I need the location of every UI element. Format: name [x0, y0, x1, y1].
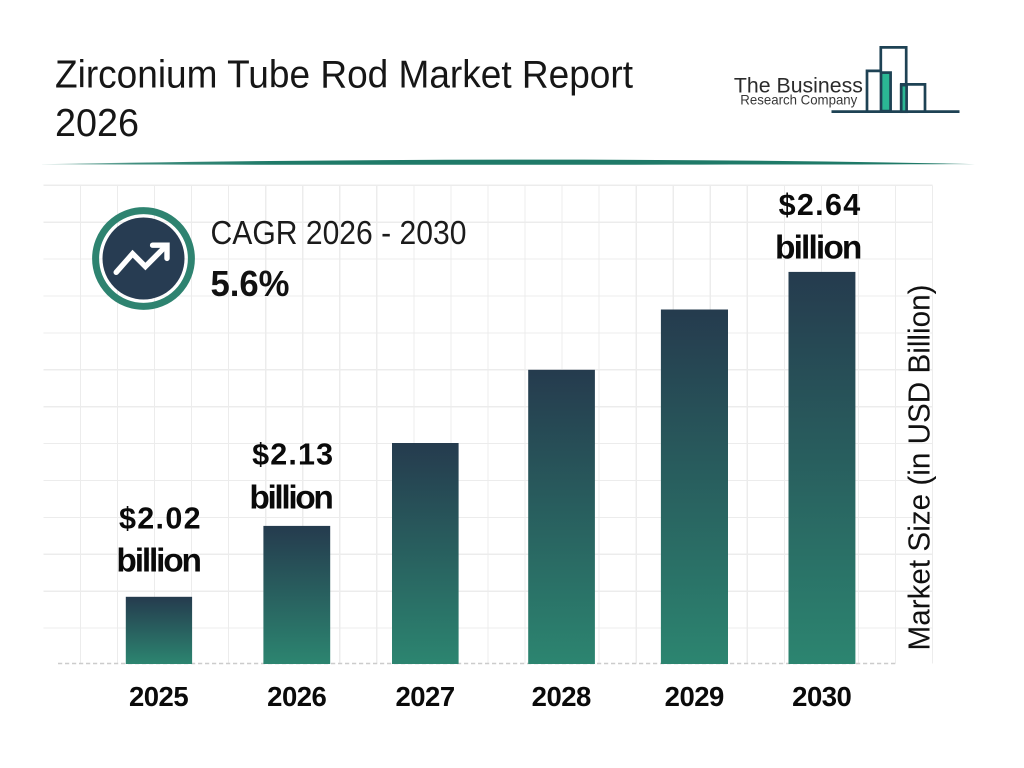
svg-text:2030: 2030: [792, 681, 852, 712]
svg-text:$2.64: $2.64: [779, 188, 861, 222]
svg-text:2026: 2026: [55, 102, 139, 145]
svg-text:CAGR 2026 - 2030: CAGR 2026 - 2030: [211, 215, 467, 252]
svg-text:$2.02: $2.02: [119, 502, 201, 536]
svg-text:The Business: The Business: [734, 74, 863, 98]
svg-text:billion: billion: [249, 480, 334, 517]
svg-text:2029: 2029: [665, 681, 725, 712]
svg-text:$2.13: $2.13: [252, 437, 333, 471]
svg-text:2028: 2028: [532, 681, 592, 712]
svg-text:Market Size (in USD Billion): Market Size (in USD Billion): [902, 285, 937, 651]
svg-text:Research Company: Research Company: [740, 93, 857, 108]
svg-text:2027: 2027: [395, 681, 455, 712]
svg-text:2026: 2026: [267, 681, 327, 712]
svg-text:billion: billion: [775, 230, 862, 267]
svg-text:Zirconium Tube Rod Market Repo: Zirconium Tube Rod Market Report: [55, 53, 633, 96]
svg-text:2025: 2025: [129, 681, 189, 712]
svg-text:billion: billion: [116, 543, 202, 580]
svg-text:5.6%: 5.6%: [211, 263, 290, 304]
